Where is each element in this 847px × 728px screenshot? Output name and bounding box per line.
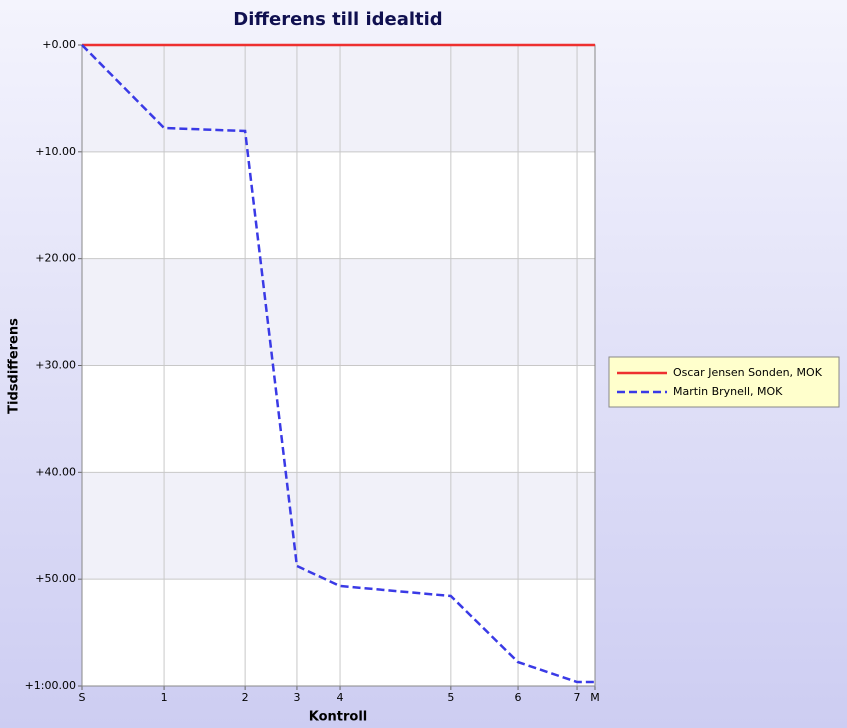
legend-label: Oscar Jensen Sonden, MOK bbox=[673, 366, 823, 379]
legend-box bbox=[608, 356, 840, 408]
x-axis-label: Kontroll bbox=[309, 710, 368, 725]
x-tick-label: M bbox=[590, 691, 600, 704]
grid-band bbox=[82, 258, 595, 366]
y-tick-label: +10.00 bbox=[35, 145, 76, 158]
plot-area: +0.00 +10.00 +20.00 +30.00 +40.00 +50.00 +1:00… bbox=[25, 38, 600, 704]
x-tick-label: 1 bbox=[161, 691, 168, 704]
x-tick-label: 5 bbox=[447, 691, 454, 704]
legend: Oscar Jensen Sonden, MOK Martin Brynell, … bbox=[608, 356, 840, 408]
legend-label: Martin Brynell, MOK bbox=[673, 385, 783, 398]
chart-title: Differens till idealtid bbox=[233, 9, 442, 30]
x-tick-label: 3 bbox=[293, 691, 300, 704]
grid-band bbox=[82, 472, 595, 580]
y-tick-label: +40.00 bbox=[35, 465, 76, 478]
y-tick-label: +30.00 bbox=[35, 359, 76, 372]
y-tick-label: +0.00 bbox=[42, 38, 76, 51]
y-tick-label: +50.00 bbox=[35, 572, 76, 585]
x-tick-label: 6 bbox=[515, 691, 522, 704]
grid-band bbox=[82, 45, 595, 152]
y-axis-label: Tidsdifferens bbox=[7, 318, 22, 414]
x-tick-label: 4 bbox=[337, 691, 344, 704]
y-tick-label: +20.00 bbox=[35, 252, 76, 265]
x-tick-label: S bbox=[79, 691, 86, 704]
x-tick-label: 2 bbox=[242, 691, 249, 704]
series-line bbox=[81, 44, 595, 684]
y-tick-label: +1:00.00 bbox=[25, 679, 76, 692]
x-tick-label: 7 bbox=[574, 691, 581, 704]
